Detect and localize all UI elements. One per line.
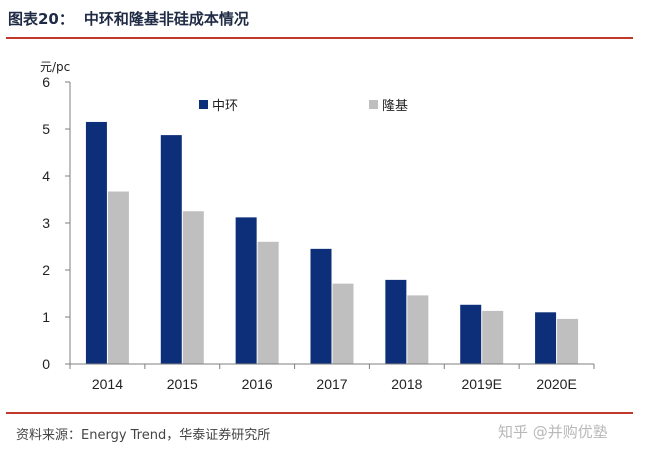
legend-label-1: 中环 [212,99,238,114]
bar-1-2014 [85,121,107,364]
bar-2-2016 [257,241,279,364]
footer-rule [6,412,633,414]
bar-2-2015 [182,211,204,364]
bar-1-2017 [310,248,332,364]
legend: 中环 隆基 [199,99,408,114]
y-axis-unit: 元/pc [40,60,70,74]
x-tick-label: 2016 [242,376,273,392]
watermark: 知乎 @并购优塾 [498,423,608,441]
bar-2-2020E [557,318,579,364]
axes [65,81,595,369]
source-note: 资料来源：Energy Trend，华泰证券研究所 [16,428,271,443]
bar-1-2015 [160,135,182,364]
legend-swatch-2 [369,100,378,109]
y-tick-label: 6 [42,74,50,90]
bars [85,121,579,364]
x-tick-label: 2017 [316,376,347,392]
y-tick-label: 2 [42,262,50,278]
figure-label: 图表20： [8,10,74,28]
x-tick-label: 2014 [92,376,123,392]
y-tick-label: 3 [42,215,50,231]
bar-2-2017 [332,283,354,364]
bar-1-2016 [235,217,257,364]
bar-1-2018 [385,279,407,364]
title-rule [6,37,633,39]
x-axis-ticks: 2014 2015 2016 2017 2018 2019E 2020E [92,376,577,392]
bar-2-2019E [482,310,504,364]
y-tick-label: 1 [42,309,50,325]
x-tick-label: 2018 [391,376,422,392]
y-tick-label: 5 [42,121,50,137]
y-axis-ticks: 0 1 2 3 4 5 6 [42,74,50,372]
legend-swatch-1 [199,100,208,109]
y-tick-label: 0 [42,356,50,372]
x-tick-label: 2019E [461,376,501,392]
figure-title-text: 中环和隆基非硅成本情况 [83,10,249,28]
bar-1-2019E [460,304,482,364]
legend-label-2: 隆基 [382,99,408,114]
bar-2-2014 [107,191,129,364]
bar-1-2020E [535,312,557,364]
figure-title: 图表20： 中环和隆基非硅成本情况 [8,8,249,29]
x-tick-label: 2020E [536,376,576,392]
bar-2-2018 [407,295,429,364]
y-tick-label: 4 [42,168,50,184]
x-tick-label: 2015 [167,376,198,392]
